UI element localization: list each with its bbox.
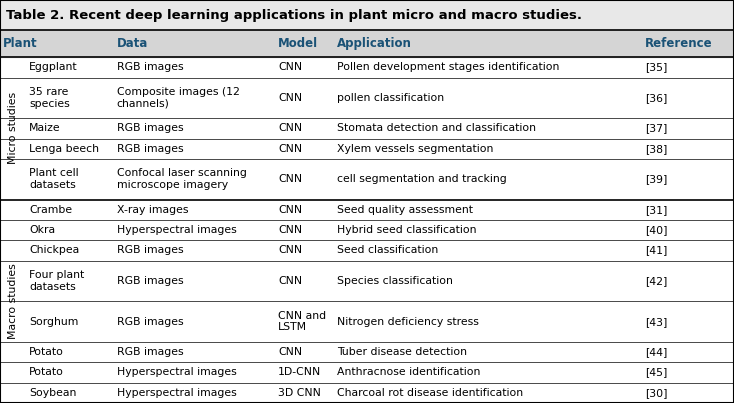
Text: [38]: [38]	[645, 144, 667, 154]
Text: CNN: CNN	[278, 62, 302, 73]
Text: Seed classification: Seed classification	[337, 245, 438, 256]
Text: Stomata detection and classification: Stomata detection and classification	[337, 123, 536, 133]
Text: Plant cell
datasets: Plant cell datasets	[29, 168, 79, 190]
Text: Xylem vessels segmentation: Xylem vessels segmentation	[337, 144, 493, 154]
Text: Chickpea: Chickpea	[29, 245, 79, 256]
Text: CNN: CNN	[278, 205, 302, 215]
Text: Composite images (12
channels): Composite images (12 channels)	[117, 87, 239, 109]
Text: CNN: CNN	[278, 245, 302, 256]
Text: Potato: Potato	[29, 347, 65, 357]
Text: Reference: Reference	[645, 37, 713, 50]
Text: Soybean: Soybean	[29, 388, 77, 398]
Text: Macro studies: Macro studies	[8, 264, 18, 339]
Text: Model: Model	[278, 37, 319, 50]
Text: Crambe: Crambe	[29, 205, 73, 215]
Text: CNN: CNN	[278, 174, 302, 184]
Text: Charcoal rot disease identification: Charcoal rot disease identification	[337, 388, 523, 398]
Text: RGB images: RGB images	[117, 276, 184, 286]
Text: Application: Application	[337, 37, 412, 50]
Text: CNN and
LSTM: CNN and LSTM	[278, 311, 327, 332]
Text: Potato: Potato	[29, 368, 65, 378]
Text: Species classification: Species classification	[337, 276, 453, 286]
Text: Hyperspectral images: Hyperspectral images	[117, 388, 236, 398]
Text: RGB images: RGB images	[117, 62, 184, 73]
Text: Plant: Plant	[3, 37, 37, 50]
Text: RGB images: RGB images	[117, 317, 184, 327]
Text: [31]: [31]	[645, 205, 667, 215]
Text: Okra: Okra	[29, 225, 56, 235]
Text: X-ray images: X-ray images	[117, 205, 188, 215]
Text: Seed quality assessment: Seed quality assessment	[337, 205, 473, 215]
Text: [37]: [37]	[645, 123, 667, 133]
Text: Table 2. Recent deep learning applications in plant micro and macro studies.: Table 2. Recent deep learning applicatio…	[6, 8, 582, 22]
Text: CNN: CNN	[278, 123, 302, 133]
Text: Four plant
datasets: Four plant datasets	[29, 270, 84, 292]
Text: Tuber disease detection: Tuber disease detection	[337, 347, 467, 357]
Text: [41]: [41]	[645, 245, 667, 256]
Text: CNN: CNN	[278, 276, 302, 286]
Text: [36]: [36]	[645, 93, 667, 103]
Text: Maize: Maize	[29, 123, 61, 133]
Text: Data: Data	[117, 37, 148, 50]
Text: CNN: CNN	[278, 347, 302, 357]
Text: [40]: [40]	[645, 225, 668, 235]
Text: Anthracnose identification: Anthracnose identification	[337, 368, 480, 378]
Text: cell segmentation and tracking: cell segmentation and tracking	[337, 174, 506, 184]
Text: Hyperspectral images: Hyperspectral images	[117, 225, 236, 235]
Text: [42]: [42]	[645, 276, 667, 286]
Text: Hybrid seed classification: Hybrid seed classification	[337, 225, 476, 235]
Text: CNN: CNN	[278, 225, 302, 235]
Text: RGB images: RGB images	[117, 123, 184, 133]
Text: Pollen development stages identification: Pollen development stages identification	[337, 62, 559, 73]
Text: [30]: [30]	[645, 388, 668, 398]
Text: RGB images: RGB images	[117, 245, 184, 256]
Text: RGB images: RGB images	[117, 347, 184, 357]
Text: 3D CNN: 3D CNN	[278, 388, 321, 398]
Text: [43]: [43]	[645, 317, 667, 327]
Text: Micro studies: Micro studies	[8, 92, 18, 164]
Text: Nitrogen deficiency stress: Nitrogen deficiency stress	[337, 317, 479, 327]
Text: Eggplant: Eggplant	[29, 62, 78, 73]
Text: Lenga beech: Lenga beech	[29, 144, 99, 154]
Text: [39]: [39]	[645, 174, 667, 184]
Text: Hyperspectral images: Hyperspectral images	[117, 368, 236, 378]
Text: [45]: [45]	[645, 368, 667, 378]
Text: 1D-CNN: 1D-CNN	[278, 368, 321, 378]
Bar	[0, 30, 734, 57]
Text: Confocal laser scanning
microscope imagery: Confocal laser scanning microscope image…	[117, 168, 247, 190]
Text: CNN: CNN	[278, 144, 302, 154]
Text: 35 rare
species: 35 rare species	[29, 87, 70, 109]
Text: Sorghum: Sorghum	[29, 317, 79, 327]
Text: [44]: [44]	[645, 347, 667, 357]
Bar	[0, 0, 734, 30]
Text: pollen classification: pollen classification	[337, 93, 444, 103]
Text: [35]: [35]	[645, 62, 667, 73]
Text: CNN: CNN	[278, 93, 302, 103]
Text: RGB images: RGB images	[117, 144, 184, 154]
